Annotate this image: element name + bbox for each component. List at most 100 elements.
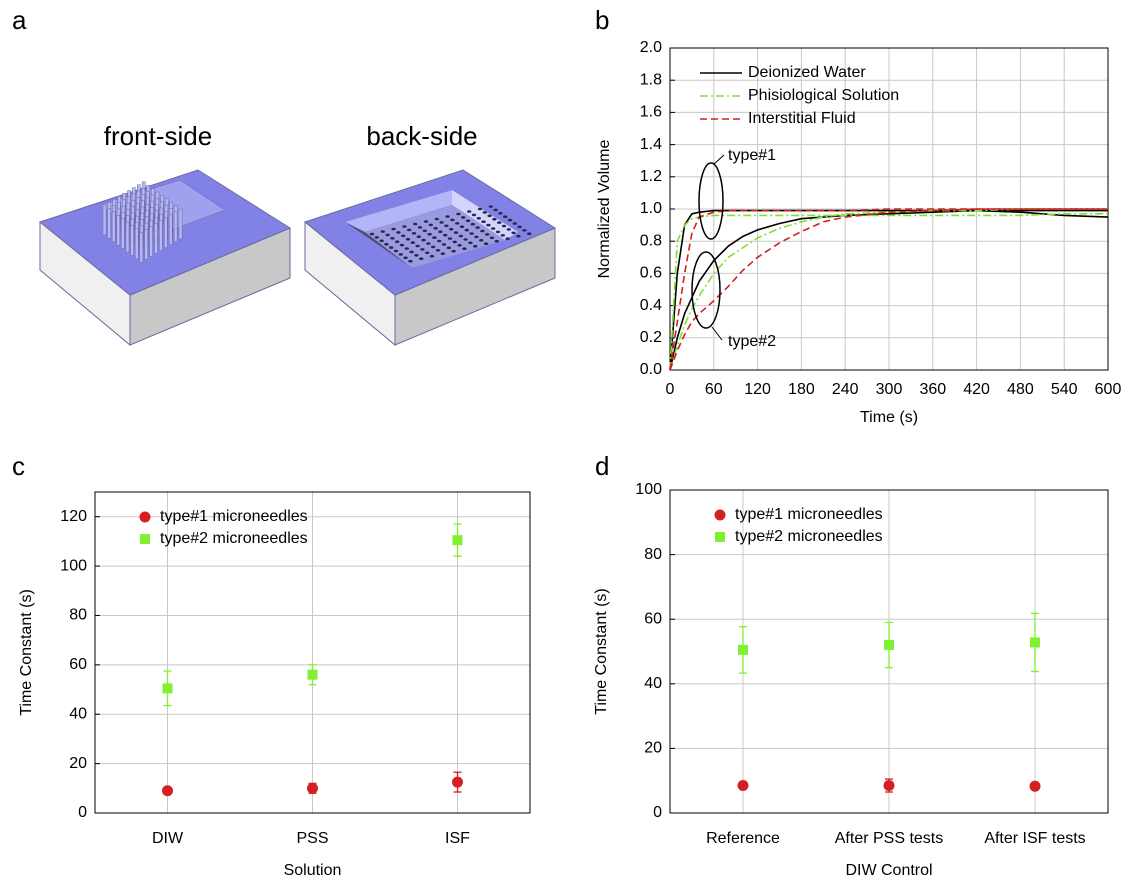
hole [443,233,448,237]
illustration: a front-side back-side [12,5,557,347]
hole [477,207,483,211]
annotation-pointer [713,154,725,165]
y-axis-label: Time Constant (s) [18,589,35,716]
plot-frame [669,489,1109,814]
hole [369,232,375,236]
hole [407,228,412,232]
x-tick-label: 180 [788,381,815,398]
annotation-ellipse [698,162,724,240]
micro-pillars [102,181,183,263]
pillar [149,226,153,257]
hole [440,252,445,255]
marker [162,683,173,694]
hole [399,243,405,247]
x-tick-label: PSS [296,830,328,847]
pillar [107,208,111,239]
pillar [125,221,130,253]
hole [451,249,456,253]
hole [420,248,425,251]
panel-label: a [12,5,27,35]
marker [162,785,173,797]
hole [457,244,462,247]
hole [476,217,481,220]
annotation: type#2 [728,333,776,350]
hole [438,230,443,233]
x-tick-label: After PSS tests [835,830,943,847]
x-tick-label: 600 [1095,381,1122,398]
y-tick-label: 20 [69,755,87,772]
hole [491,227,496,230]
y-tick-label: 0.2 [640,329,662,346]
hole [500,234,505,237]
hole [408,259,413,263]
line [669,208,1108,371]
hole [516,234,521,238]
hole [482,211,487,214]
x-tick-label: 480 [1007,381,1034,398]
hole [417,226,423,229]
marker [452,535,463,546]
legend-label: type#2 microneedles [160,530,308,547]
hole [422,229,427,233]
hole [449,227,454,231]
y-tick-label: 60 [644,610,662,627]
hole [431,245,436,249]
hole [487,214,492,218]
y-axis-label: Time Constant (s) [593,588,610,715]
marker [1029,780,1041,792]
caption: front-side [104,121,212,151]
hole [456,212,461,216]
hole [421,238,426,242]
chart-panel: c DIW PSS ISF 0 20 40 60 80 100 120 Solution Time Co… [12,451,531,879]
x-tick-label: 420 [963,381,990,398]
hole [479,239,484,242]
hole [512,222,517,225]
hole [455,222,460,225]
hole [453,231,459,234]
hole [470,222,475,226]
hole [452,240,457,244]
line [669,208,1108,371]
holes [369,205,532,263]
hole [403,256,408,260]
hole [411,232,417,235]
hole [379,239,384,243]
hole [437,239,442,243]
legend-swatch [139,511,151,523]
hole [434,217,439,221]
legend-swatch [714,509,726,521]
hole [486,223,491,227]
hole [459,225,465,228]
caption: back-side [366,121,477,151]
y-tick-label: 0.4 [640,297,662,314]
panel-label: b [595,5,609,35]
y-tick-label: 120 [60,508,87,525]
hole [517,225,522,229]
hole [393,249,399,253]
y-tick-label: 20 [644,740,662,757]
hole [445,215,450,218]
hole [380,230,385,233]
hole [473,244,478,248]
hole [506,228,511,231]
y-tick-label: 100 [60,557,87,574]
legend-label: Deionized Water [748,64,866,81]
hole [432,236,437,239]
y-tick-label: 40 [69,705,87,722]
hole [475,226,480,229]
pillar [144,229,148,260]
hole [419,257,424,261]
legend-label: Interstitial Fluid [748,110,856,127]
y-tick-label: 0.6 [640,265,662,282]
x-tick-label: 540 [1051,381,1078,398]
hole [428,223,433,227]
marker [738,644,748,655]
hole [483,242,489,245]
y-tick-label: 1.6 [640,104,662,121]
pillar [121,218,125,249]
hole [492,217,497,221]
hole [463,238,468,241]
pillar [154,223,158,254]
